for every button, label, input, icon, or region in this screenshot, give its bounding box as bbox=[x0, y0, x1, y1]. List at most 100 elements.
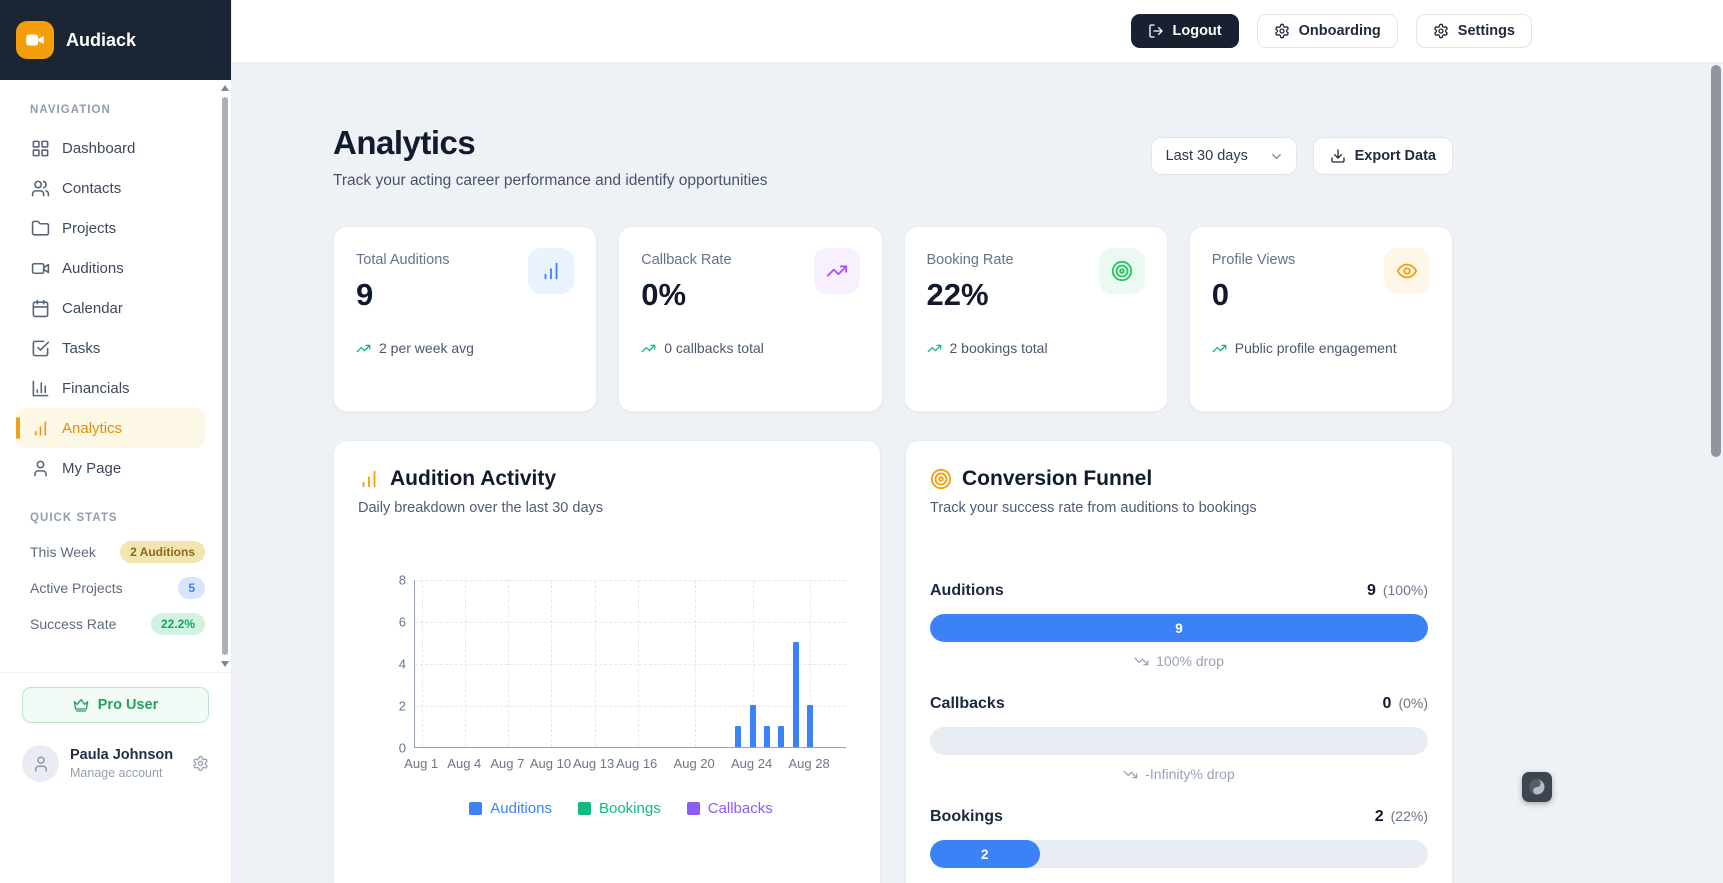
stat-card-label: Booking Rate bbox=[926, 252, 1014, 268]
stat-card-trend: 2 per week avg bbox=[356, 340, 574, 356]
legend-swatch-icon bbox=[469, 802, 483, 815]
scroll-down-arrow-icon[interactable] bbox=[221, 661, 229, 667]
x-tick-label: Aug 28 bbox=[788, 756, 830, 771]
export-data-button[interactable]: Export Data bbox=[1312, 137, 1453, 175]
bar-chart-3-icon bbox=[32, 380, 49, 396]
stat-card-value: 0% bbox=[641, 277, 687, 312]
stat-card-value: 22% bbox=[926, 277, 989, 312]
page-title: Analytics bbox=[333, 124, 476, 161]
sidebar-nav: Dashboard Contacts Projects Auditions Calend… bbox=[16, 128, 205, 488]
nav-section-label: NAVIGATION bbox=[30, 104, 111, 116]
quick-stats: This Week 2 Auditions Active Projects 5 Succ… bbox=[30, 534, 205, 642]
funnel-stage-drop: -Infinity% drop bbox=[930, 766, 1428, 782]
calendar-icon bbox=[32, 299, 49, 317]
stat-card-trend-text: 2 per week avg bbox=[379, 340, 474, 356]
chart-plot-area bbox=[414, 580, 846, 748]
gear-icon bbox=[1434, 23, 1448, 39]
funnel-stage-callbacks: Callbacks 0 (0%) -Infinity% drop bbox=[930, 695, 1428, 782]
funnel-stage-label: Callbacks bbox=[930, 695, 1005, 712]
stat-card-label: Profile Views bbox=[1211, 252, 1296, 268]
stat-card-icon-box bbox=[1384, 248, 1430, 294]
chart-x-axis: Aug 1 Aug 4 Aug 7 Aug 10 Aug 13 Aug 16 Aug 20 A… bbox=[404, 754, 846, 776]
sidebar-item-label: Contacts bbox=[62, 179, 122, 197]
funnel-stage-label: Auditions bbox=[930, 582, 1004, 599]
stat-card-callback-rate: Callback Rate 0% 0 callbacks total bbox=[618, 226, 883, 412]
sidebar-scrollbar[interactable] bbox=[220, 85, 230, 667]
conversion-funnel-title: Conversion Funnel bbox=[962, 467, 1153, 490]
sidebar-item-analytics[interactable]: Analytics bbox=[16, 408, 205, 448]
sidebar-item-projects[interactable]: Projects bbox=[16, 208, 205, 248]
sidebar-item-label: Calendar bbox=[62, 299, 123, 317]
stat-card-icon-box bbox=[813, 248, 860, 294]
main-area: Analytics Track your acting career perfo… bbox=[232, 62, 1723, 883]
charts-row: Audition Activity Daily breakdown over t… bbox=[333, 440, 1453, 883]
y-tick-label: 0 bbox=[398, 740, 406, 756]
onboarding-button[interactable]: Onboarding bbox=[1256, 14, 1398, 48]
quick-stat-active-projects: Active Projects 5 bbox=[30, 570, 205, 606]
account-name: Paula Johnson bbox=[70, 747, 174, 763]
funnel-stage-drop: 100% drop bbox=[930, 653, 1428, 669]
sidebar-item-auditions[interactable]: Auditions bbox=[16, 248, 205, 288]
sidebar-item-my-page[interactable]: My Page bbox=[16, 448, 205, 488]
funnel-stage-label: Bookings bbox=[930, 808, 1003, 825]
page-scrollbar-thumb[interactable] bbox=[1711, 65, 1721, 457]
user-icon bbox=[34, 460, 47, 476]
funnel-stage-pct: (100%) bbox=[1382, 582, 1428, 598]
date-range-value: Last 30 days bbox=[1165, 148, 1248, 164]
settings-button[interactable]: Settings bbox=[1415, 14, 1532, 48]
target-icon bbox=[1111, 260, 1132, 282]
sidebar-item-calendar[interactable]: Calendar bbox=[16, 288, 205, 328]
sidebar-item-dashboard[interactable]: Dashboard bbox=[16, 128, 205, 168]
sidebar-item-label: Tasks bbox=[62, 339, 101, 357]
stat-card-trend: 0 callbacks total bbox=[641, 340, 859, 356]
x-tick-label: Aug 16 bbox=[616, 756, 658, 771]
chart-y-axis: 0 2 4 6 8 bbox=[386, 573, 414, 756]
stat-card-booking-rate: Booking Rate 22% 2 bookings total bbox=[903, 226, 1168, 412]
sidebar-item-financials[interactable]: Financials bbox=[16, 368, 205, 408]
chart-legend: Auditions Bookings Callbacks bbox=[386, 800, 856, 817]
date-range-select[interactable]: Last 30 days bbox=[1150, 137, 1297, 175]
brand-logo[interactable] bbox=[16, 21, 54, 59]
account-settings-button[interactable] bbox=[192, 755, 209, 772]
sidebar-item-contacts[interactable]: Contacts bbox=[16, 168, 205, 208]
gridline-h bbox=[415, 580, 846, 581]
download-icon bbox=[1330, 149, 1345, 163]
trend-up-icon bbox=[1212, 344, 1227, 352]
audition-activity-header: Audition Activity bbox=[358, 467, 856, 491]
trend-up-icon bbox=[356, 344, 371, 352]
bar-chart-icon bbox=[362, 470, 376, 488]
logout-button[interactable]: Logout bbox=[1130, 14, 1239, 48]
sidebar-scrollbar-thumb[interactable] bbox=[222, 97, 228, 655]
funnel-stage-value: 2 bbox=[1374, 808, 1384, 825]
account-row[interactable]: Paula Johnson Manage account bbox=[22, 745, 209, 782]
funnel-fill-label: 9 bbox=[1175, 620, 1183, 636]
stat-card-label: Total Auditions bbox=[356, 252, 450, 268]
funnel-stage-bar: 9 bbox=[930, 614, 1428, 642]
quick-stat-success-rate: Success Rate 22.2% bbox=[30, 606, 205, 642]
scroll-up-arrow-icon[interactable] bbox=[221, 85, 229, 91]
pro-user-button[interactable]: Pro User bbox=[22, 687, 209, 723]
gridline-v bbox=[465, 580, 467, 747]
account-info: Paula Johnson Manage account bbox=[70, 747, 173, 780]
account-manage-link[interactable]: Manage account bbox=[70, 766, 163, 780]
gridline-h bbox=[415, 622, 846, 623]
sidebar-item-tasks[interactable]: Tasks bbox=[16, 328, 205, 368]
bar-chart-icon bbox=[34, 420, 47, 436]
logout-icon bbox=[1148, 24, 1163, 38]
quick-stat-badge: 22.2% bbox=[150, 613, 205, 635]
video-camera-icon bbox=[26, 34, 44, 46]
funnel-stage-value: 0 bbox=[1382, 695, 1392, 712]
video-icon bbox=[31, 262, 50, 274]
floating-widget[interactable] bbox=[1522, 772, 1552, 802]
quick-stat-label: This Week bbox=[30, 544, 96, 560]
check-square-icon bbox=[32, 340, 50, 356]
gridline-v bbox=[752, 580, 754, 747]
funnel-fill-label: 2 bbox=[981, 846, 989, 862]
topbar: Logout Onboarding Settings bbox=[232, 0, 1723, 62]
page-scrollbar[interactable] bbox=[1709, 0, 1723, 883]
onboarding-label: Onboarding bbox=[1298, 23, 1381, 39]
y-tick-label: 8 bbox=[398, 572, 406, 588]
x-tick-label: Aug 10 bbox=[529, 756, 572, 771]
brand: Audiack bbox=[0, 0, 231, 80]
gridline-h bbox=[415, 664, 846, 665]
